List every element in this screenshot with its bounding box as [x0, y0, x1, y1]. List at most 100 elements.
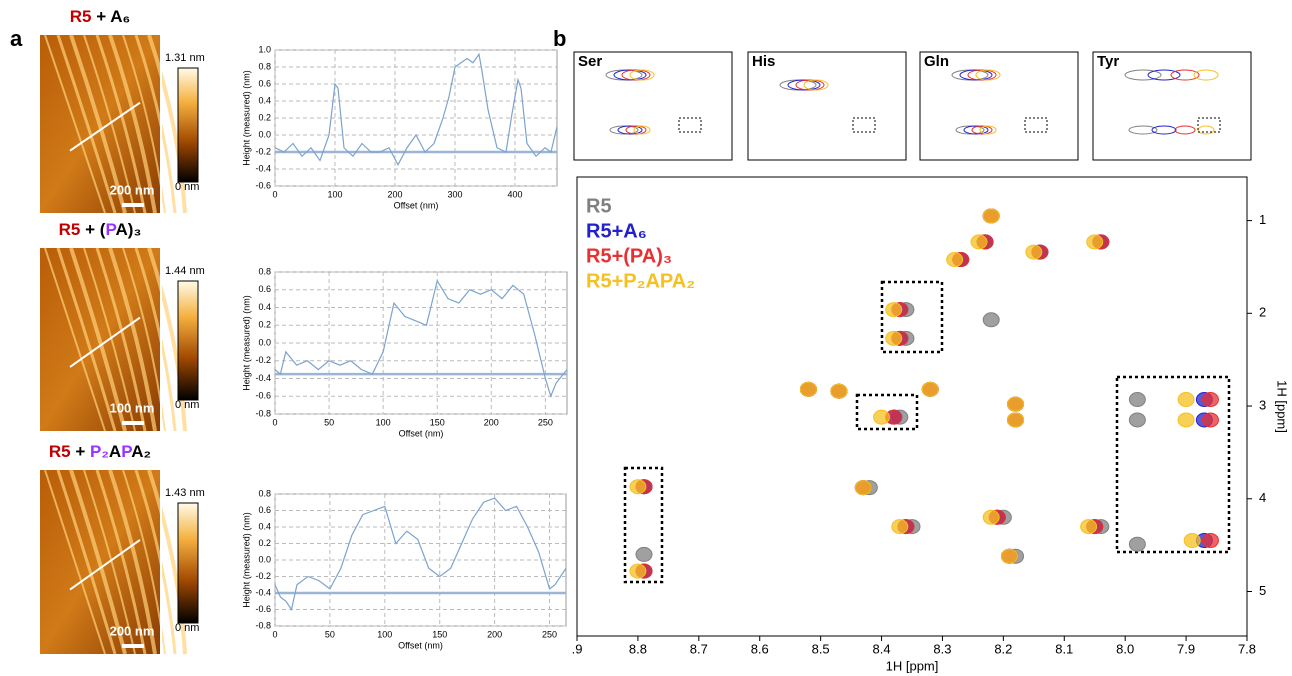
x-tick-label: 150 [432, 629, 447, 639]
peak [1086, 234, 1104, 250]
x-tick-label: 50 [325, 629, 335, 639]
peak [629, 563, 647, 579]
inset-frame [919, 51, 1079, 161]
y-tick-label: 0.4 [258, 302, 271, 312]
contour [1174, 125, 1196, 135]
peak [982, 312, 1000, 328]
x-tick-label: 200 [487, 629, 502, 639]
contour [621, 69, 651, 81]
y-tick-label: 2 [1259, 305, 1266, 320]
fibril [95, 469, 147, 655]
fibril [69, 247, 127, 432]
region-box [855, 393, 919, 431]
x-tick-label: 0 [272, 417, 277, 427]
title-part: P [105, 220, 116, 239]
y-tick-label: 0.8 [258, 488, 271, 498]
x-tick-label: 7.8 [1238, 641, 1256, 656]
peak [1080, 519, 1098, 535]
afm-cover [160, 470, 162, 654]
legend-entry: R5+(PA)₃ [586, 245, 672, 267]
title-part: R5 [70, 7, 92, 26]
colorbar [177, 502, 199, 624]
contour [795, 79, 825, 91]
peak [635, 546, 653, 562]
y-axis-label: Height (measured) (nm) [241, 295, 251, 391]
colorbar-max: 1.31 nm [165, 52, 205, 64]
contour [625, 125, 647, 135]
arrow [1024, 117, 1048, 133]
scale-bar [122, 203, 144, 207]
y-axis-label: Height (measured) (nm) [241, 512, 251, 608]
fibril [83, 469, 136, 655]
peak [946, 252, 964, 268]
x-tick-label: 100 [376, 417, 391, 427]
title-part: A₂ [131, 442, 151, 461]
x-tick-label: 8.2 [994, 641, 1012, 656]
peak [629, 479, 647, 495]
fibril [108, 469, 157, 655]
y-tick-label: 0.6 [258, 505, 271, 515]
x-tick-label: 300 [447, 189, 462, 199]
region-box [623, 466, 664, 584]
arrow [678, 117, 702, 133]
y-axis-label: 1H [ppm] [1275, 380, 1290, 433]
profile-line [69, 539, 141, 591]
x-tick-label: 150 [430, 417, 445, 427]
fibril [56, 247, 117, 432]
x-axis-label: Offset (nm) [394, 200, 439, 210]
fibril [95, 34, 147, 214]
peak [1177, 392, 1195, 408]
peak [830, 383, 848, 399]
y-tick-label: 1 [1259, 212, 1266, 227]
x-tick-label: 8.3 [933, 641, 951, 656]
x-tick-label: 8.1 [1055, 641, 1073, 656]
title-part: A [109, 442, 121, 461]
contour [1128, 125, 1158, 135]
scale-bar [122, 644, 144, 648]
y-tick-label: 4 [1259, 490, 1266, 505]
contour [955, 125, 985, 135]
x-tick-label: 250 [542, 629, 557, 639]
colorbar-min: 0 nm [175, 622, 199, 634]
y-tick-label: 0.2 [258, 320, 271, 330]
scale-label: 200 nm [110, 182, 155, 197]
inset-title: Tyr [1097, 53, 1119, 70]
inset-frame [1092, 51, 1252, 161]
x-tick-label: 400 [507, 189, 522, 199]
inset-title: Gln [924, 53, 949, 70]
legend-entry: R5 [586, 195, 612, 217]
x-tick-label: 8.6 [751, 641, 769, 656]
legend-entry: R5+A₆ [586, 220, 647, 242]
legend-entry: R5+P₂APA₂ [586, 270, 695, 292]
afm-title: R5 + P₂APA₂ [49, 442, 151, 461]
y-tick-label: 1.0 [258, 44, 271, 54]
afm-cover [160, 35, 162, 213]
afm-title: R5 + A₆ [70, 7, 130, 26]
fibril [108, 34, 157, 214]
profile-line [69, 316, 141, 368]
plot-frame [576, 176, 1248, 637]
profile [274, 497, 567, 612]
colorbar [177, 280, 199, 401]
profile [274, 52, 558, 167]
peak [1128, 392, 1146, 408]
scale-label: 100 nm [110, 400, 155, 415]
contour [629, 69, 655, 81]
fibril [56, 34, 117, 214]
inset-title: Ser [578, 53, 602, 70]
panel-label: a [10, 26, 23, 51]
inset-frame [747, 51, 907, 161]
y-tick-label: 0.2 [258, 538, 271, 548]
y-tick-label: -0.6 [255, 180, 271, 190]
title-part: + A₆ [91, 7, 130, 26]
x-tick-label: 0 [272, 629, 277, 639]
scale-label: 200 nm [110, 623, 155, 638]
x-tick-label: 7.9 [1177, 641, 1195, 656]
title-part: P₂ [90, 442, 109, 461]
fibril [108, 247, 157, 432]
y-tick-label: -0.8 [255, 620, 271, 630]
fibril [44, 469, 106, 655]
region-box [1115, 375, 1231, 554]
peak [1128, 412, 1146, 428]
inset-frame [573, 51, 733, 161]
